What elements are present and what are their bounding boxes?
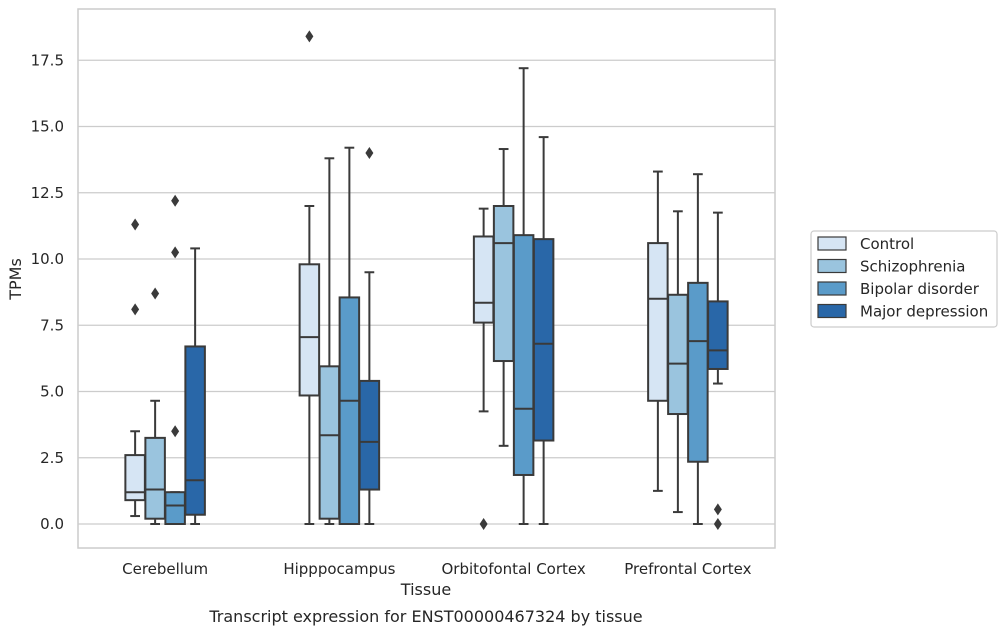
iqr-box [532, 238, 555, 442]
boxplot-0-0 [124, 218, 146, 518]
y-tick-label: 5.0 [40, 383, 64, 401]
x-tick-label: Cerebellum [122, 560, 208, 578]
legend-swatch [817, 281, 847, 296]
boxplot-2-3 [532, 136, 555, 525]
x-tick-label: Hipppocampus [283, 560, 395, 578]
x-tick-labels: Cerebellum Hipppocampus Orbitofontal Corte… [122, 560, 751, 578]
boxplots [124, 30, 729, 530]
boxplot-0-1 [144, 287, 166, 525]
outlier-point [365, 147, 374, 159]
plot-frame [77, 8, 776, 549]
outlier-point [479, 518, 488, 530]
boxplot-1-0 [298, 30, 321, 525]
iqr-box [164, 491, 186, 526]
iqr-box [492, 205, 515, 363]
legend-label: Major depression [860, 303, 988, 321]
outlier-point [713, 518, 722, 530]
boxplot-3-3 [707, 211, 729, 530]
iqr-box [358, 379, 381, 491]
iqr-box [144, 436, 166, 520]
y-tick-label: 12.5 [31, 184, 64, 202]
boxplot-3-0 [647, 170, 669, 492]
y-axis-label: TPMs [6, 258, 25, 301]
boxplot-0-3 [184, 247, 206, 525]
outlier-point [131, 218, 140, 231]
legend: Control Schizophrenia Bipolar disorder Majo… [810, 230, 998, 328]
outlier-point [131, 303, 140, 316]
chart-caption: Transcript expression for ENST0000046732… [208, 607, 642, 626]
boxplot-2-0 [472, 207, 495, 530]
boxplot-3-2 [687, 173, 709, 525]
iqr-box [184, 345, 206, 516]
iqr-box [472, 235, 495, 324]
y-tick-label: 10.0 [31, 250, 64, 268]
iqr-box [124, 454, 146, 502]
boxplot-2-2 [512, 67, 535, 525]
boxplot-2-1 [492, 148, 515, 447]
y-tick-label: 15.0 [31, 118, 64, 136]
iqr-box [667, 293, 689, 416]
iqr-box [512, 234, 535, 476]
legend-label: Schizophrenia [860, 258, 965, 276]
outlier-point [171, 425, 180, 438]
boxplot-3-1 [667, 210, 689, 514]
outlier-point [171, 194, 180, 207]
legend-label: Control [860, 235, 914, 253]
y-tick-label: 7.5 [40, 316, 64, 334]
x-axis-label: Tissue [400, 580, 451, 599]
x-tick-label: Prefrontal Cortex [624, 560, 751, 578]
legend-label: Bipolar disorder [860, 280, 980, 298]
y-tick-label: 2.5 [40, 449, 64, 467]
boxplot-1-1 [318, 157, 341, 525]
outlier-point [713, 503, 722, 516]
iqr-box [647, 242, 669, 402]
gridlines [78, 59, 775, 525]
iqr-box [707, 300, 729, 370]
legend-swatch [817, 258, 847, 274]
legend-swatch [817, 303, 847, 319]
x-tick-label: Orbitofontal Cortex [442, 560, 586, 578]
iqr-box [318, 365, 341, 520]
legend-frame [810, 230, 998, 328]
boxplot-1-3 [358, 147, 381, 525]
y-tick-label: 0.0 [40, 515, 64, 533]
outlier-point [171, 246, 180, 259]
y-tick-labels: 0.0 2.5 5.0 7.5 10.0 12.5 15.0 17.5 [31, 51, 64, 533]
iqr-box [687, 281, 709, 463]
legend-swatch [817, 236, 847, 251]
iqr-box [338, 296, 361, 525]
iqr-box [298, 263, 321, 397]
y-tick-label: 17.5 [31, 51, 64, 69]
outlier-point [151, 287, 160, 300]
boxplot-1-2 [338, 146, 361, 525]
outlier-point [305, 30, 314, 43]
boxplot-0-2 [164, 194, 186, 526]
